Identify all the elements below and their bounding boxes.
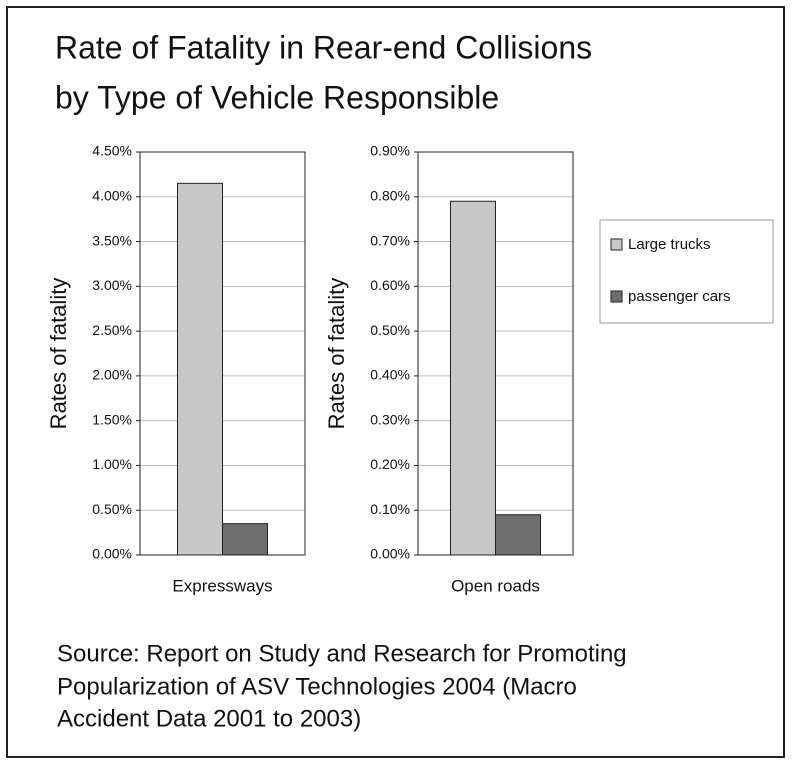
- bar: [495, 514, 541, 556]
- plot-border: [417, 151, 574, 556]
- y-tick-label: 0.60%: [370, 277, 410, 293]
- y-tick-label: 3.00%: [92, 277, 132, 293]
- y-tick-label: 0.40%: [370, 367, 410, 383]
- legend-label: passenger cars: [628, 288, 731, 305]
- chart-title: by Type of Vehicle Responsible: [55, 79, 499, 115]
- x-tick-label: Expressways: [172, 576, 272, 595]
- y-tick-label: 3.50%: [92, 232, 132, 248]
- source: Accident Data 2001 to 2003): [57, 705, 361, 732]
- legend-swatch: [610, 290, 623, 303]
- y-tick-label: 1.50%: [92, 411, 132, 427]
- y-tick-label: 0.00%: [370, 546, 410, 562]
- y-tick-label: 0.50%: [92, 501, 132, 517]
- y-tick-label: 4.00%: [92, 187, 132, 203]
- plot-border: [139, 151, 306, 556]
- bar: [222, 523, 268, 556]
- frame: [6, 6, 785, 758]
- source: Source: Report on Study and Research for…: [57, 640, 627, 667]
- y-axis-label: Rates of fatality: [324, 278, 349, 430]
- y-tick-label: 0.70%: [370, 232, 410, 248]
- y-tick-label: 0.80%: [370, 187, 410, 203]
- y-tick-label: 2.00%: [92, 367, 132, 383]
- y-tick-label: 4.50%: [92, 143, 132, 159]
- legend-swatch: [610, 238, 623, 251]
- y-tick-label: 2.50%: [92, 322, 132, 338]
- x-tick-label: Open roads: [451, 576, 540, 595]
- y-tick-label: 0.00%: [92, 546, 132, 562]
- bar: [450, 200, 496, 556]
- y-tick-label: 1.00%: [92, 456, 132, 472]
- legend-label: Large trucks: [628, 236, 711, 253]
- source: Popularization of ASV Technologies 2004 …: [57, 673, 577, 700]
- y-tick-label: 0.20%: [370, 456, 410, 472]
- y-axis-label: Rates of fatality: [46, 278, 71, 430]
- y-tick-label: 0.90%: [370, 143, 410, 159]
- legend-box: [599, 219, 774, 324]
- y-tick-label: 0.30%: [370, 411, 410, 427]
- bar: [177, 182, 223, 556]
- chart-title: Rate of Fatality in Rear-end Collisions: [55, 29, 592, 65]
- y-tick-label: 0.50%: [370, 322, 410, 338]
- y-tick-label: 0.10%: [370, 501, 410, 517]
